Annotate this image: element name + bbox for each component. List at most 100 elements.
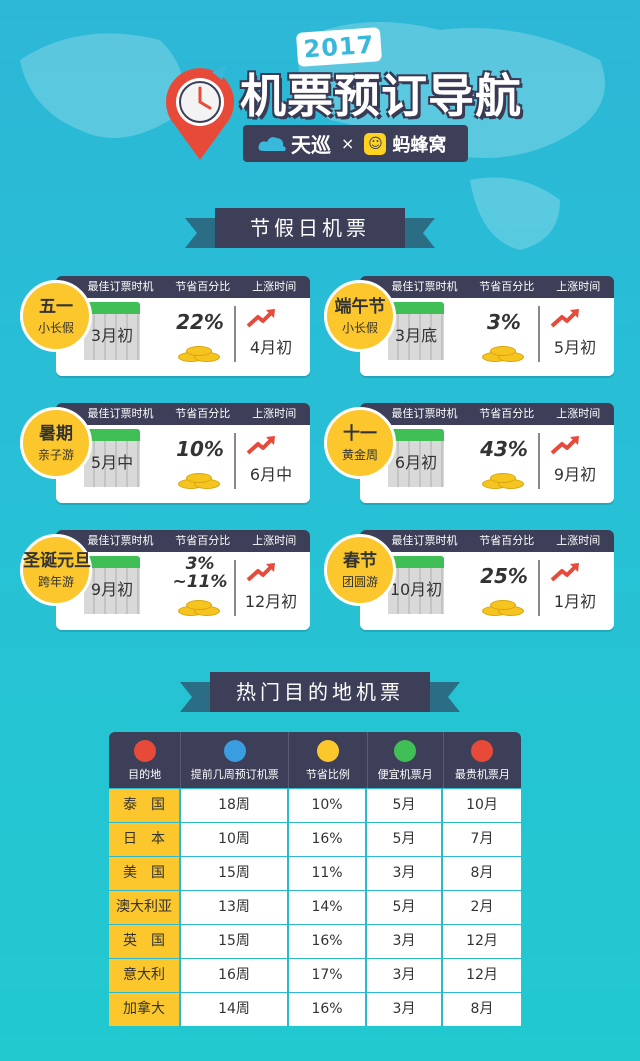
holiday-card: 最佳订票时机 节省百分比 上涨时间 春节 团圆游 10月初 25% 1月初 <box>324 530 614 630</box>
table-cell: 5月 <box>367 789 443 822</box>
holiday-subtitle: 亲子游 <box>37 448 74 462</box>
card-header: 最佳订票时机 节省百分比 上涨时间 <box>56 403 310 425</box>
holiday-name: 暑期 <box>39 424 73 444</box>
card-header: 最佳订票时机 节省百分比 上涨时间 <box>360 276 614 298</box>
table-cell: 8月 <box>443 857 521 890</box>
partner-logos-bar: 天巡 × ☺ 蚂蜂窝 <box>243 125 468 162</box>
rising-trend-icon <box>550 436 579 455</box>
header-save-percent: 节省百分比 <box>479 534 535 547</box>
card-divider <box>234 433 236 489</box>
location-pin-icon <box>133 740 156 762</box>
cloud-icon <box>258 136 286 151</box>
holiday-name: 春节 <box>343 551 377 571</box>
table-cell: 11% <box>289 857 367 890</box>
save-percent: 43% <box>474 437 534 461</box>
destination-cell: 英 国 <box>109 925 181 958</box>
table-cell: 12月 <box>443 959 521 992</box>
header-best-time: 最佳订票时机 <box>87 534 154 547</box>
coins-icon <box>482 471 524 489</box>
header-save-percent: 节省百分比 <box>479 407 535 420</box>
table-header-cell: 便宜机票月 <box>368 732 444 788</box>
card-divider <box>234 560 236 616</box>
section-ribbon-holidays: 节假日机票 <box>185 208 435 248</box>
table-row: 美 国 15周 11% 3月 8月 <box>109 856 521 890</box>
holiday-card: 最佳订票时机 节省百分比 上涨时间 圣诞元旦 跨年游 9月初 3% ~11% 12… <box>20 530 310 630</box>
header-rise-time: 上涨时间 <box>556 534 601 547</box>
destination-cell: 日 本 <box>109 823 181 856</box>
table-cell: 17% <box>289 959 367 992</box>
table-cell: 16% <box>289 925 367 958</box>
table-cell: 18周 <box>181 789 289 822</box>
header-best-time: 最佳订票时机 <box>87 407 154 420</box>
header-rise-time: 上涨时间 <box>252 534 297 547</box>
section-ribbon-destinations: 热门目的地机票 <box>180 672 460 712</box>
best-booking-time: 3月底 <box>394 326 438 345</box>
holiday-badge: 端午节 小长假 <box>324 280 396 352</box>
price-rise-time: 4月初 <box>249 338 293 357</box>
table-cell: 3月 <box>367 925 443 958</box>
table-cell: 8月 <box>443 993 521 1026</box>
header-label: 最贵机票月 <box>454 768 510 781</box>
table-cell: 14周 <box>181 993 289 1026</box>
page-title: 机票预订导航 <box>240 69 522 123</box>
card-divider <box>538 306 540 362</box>
calendar-icon: 5月中 <box>84 429 140 487</box>
table-header-cell: 目的地 <box>109 732 182 788</box>
card-divider <box>538 433 540 489</box>
holiday-subtitle: 黄金周 <box>341 448 378 462</box>
save-percent: 25% <box>474 564 534 588</box>
table-cell: 16周 <box>181 959 289 992</box>
table-cell: 10% <box>289 789 367 822</box>
table-row: 澳大利亚 13周 14% 5月 2月 <box>109 890 521 924</box>
header-label: 节省比例 <box>305 768 350 781</box>
header-rise-time: 上涨时间 <box>252 280 297 293</box>
coins-icon <box>482 344 524 362</box>
save-percent-value: 10% <box>176 437 224 461</box>
table-cell: 2月 <box>443 891 521 924</box>
save-percent-value-2: ~11% <box>172 572 228 592</box>
holiday-card: 最佳订票时机 节省百分比 上涨时间 十一 黄金周 6月初 43% 9月初 <box>324 403 614 503</box>
header-label: 便宜机票月 <box>377 768 433 781</box>
holiday-subtitle: 小长假 <box>341 321 378 335</box>
table-cell: 16% <box>289 823 367 856</box>
best-booking-time: 9月初 <box>90 580 134 599</box>
price-rise-time: 1月初 <box>553 592 597 611</box>
section-title-holidays: 节假日机票 <box>215 208 405 248</box>
table-header: 目的地 提前几周预订机票 节省比例 便宜机票月 最贵机票月 <box>109 732 521 788</box>
header-rise-time: 上涨时间 <box>556 280 601 293</box>
save-percent: 22% <box>170 310 230 334</box>
table-header-cell: 提前几周预订机票 <box>181 732 290 788</box>
holiday-subtitle: 团圆游 <box>341 575 378 589</box>
header-save-percent: 节省百分比 <box>175 534 231 547</box>
rising-trend-icon <box>246 563 275 582</box>
header-save-percent: 节省百分比 <box>175 280 231 293</box>
best-booking-time: 5月中 <box>90 453 134 472</box>
holiday-subtitle: 小长假 <box>37 321 74 335</box>
coins-icon <box>482 598 524 616</box>
tianxun-logo: 天巡 <box>257 129 331 158</box>
card-header: 最佳订票时机 节省百分比 上涨时间 <box>360 403 614 425</box>
header-label: 目的地 <box>128 768 162 781</box>
destination-cell: 加拿大 <box>109 993 181 1026</box>
coins-icon <box>178 344 220 362</box>
card-divider <box>234 306 236 362</box>
save-percent-value: 3% <box>185 554 215 574</box>
destination-cell: 美 国 <box>109 857 181 890</box>
holiday-card: 最佳订票时机 节省百分比 上涨时间 五一 小长假 3月初 22% 4月初 <box>20 276 310 376</box>
table-body: 泰 国 18周 10% 5月 10月日 本 10周 16% 5月 7月美 国 15周 11% 3月 8月… <box>109 788 521 1026</box>
price-rise-time: 9月初 <box>553 465 597 484</box>
save-percent-value: 43% <box>480 437 528 461</box>
best-booking-time: 6月初 <box>394 453 438 472</box>
holiday-name: 端午节 <box>334 297 386 317</box>
save-percent: 3% ~11% <box>170 555 230 591</box>
card-header: 最佳订票时机 节省百分比 上涨时间 <box>56 276 310 298</box>
holiday-badge: 五一 小长假 <box>20 280 92 352</box>
table-header-cell: 节省比例 <box>289 732 368 788</box>
clock-pin-logo-icon <box>166 66 234 160</box>
table-header-cell: 最贵机票月 <box>444 732 521 788</box>
calendar-icon: 10月初 <box>388 556 444 614</box>
partner1-name: 天巡 <box>291 133 331 157</box>
table-cell: 16% <box>289 993 367 1026</box>
rising-trend-icon <box>550 309 579 328</box>
